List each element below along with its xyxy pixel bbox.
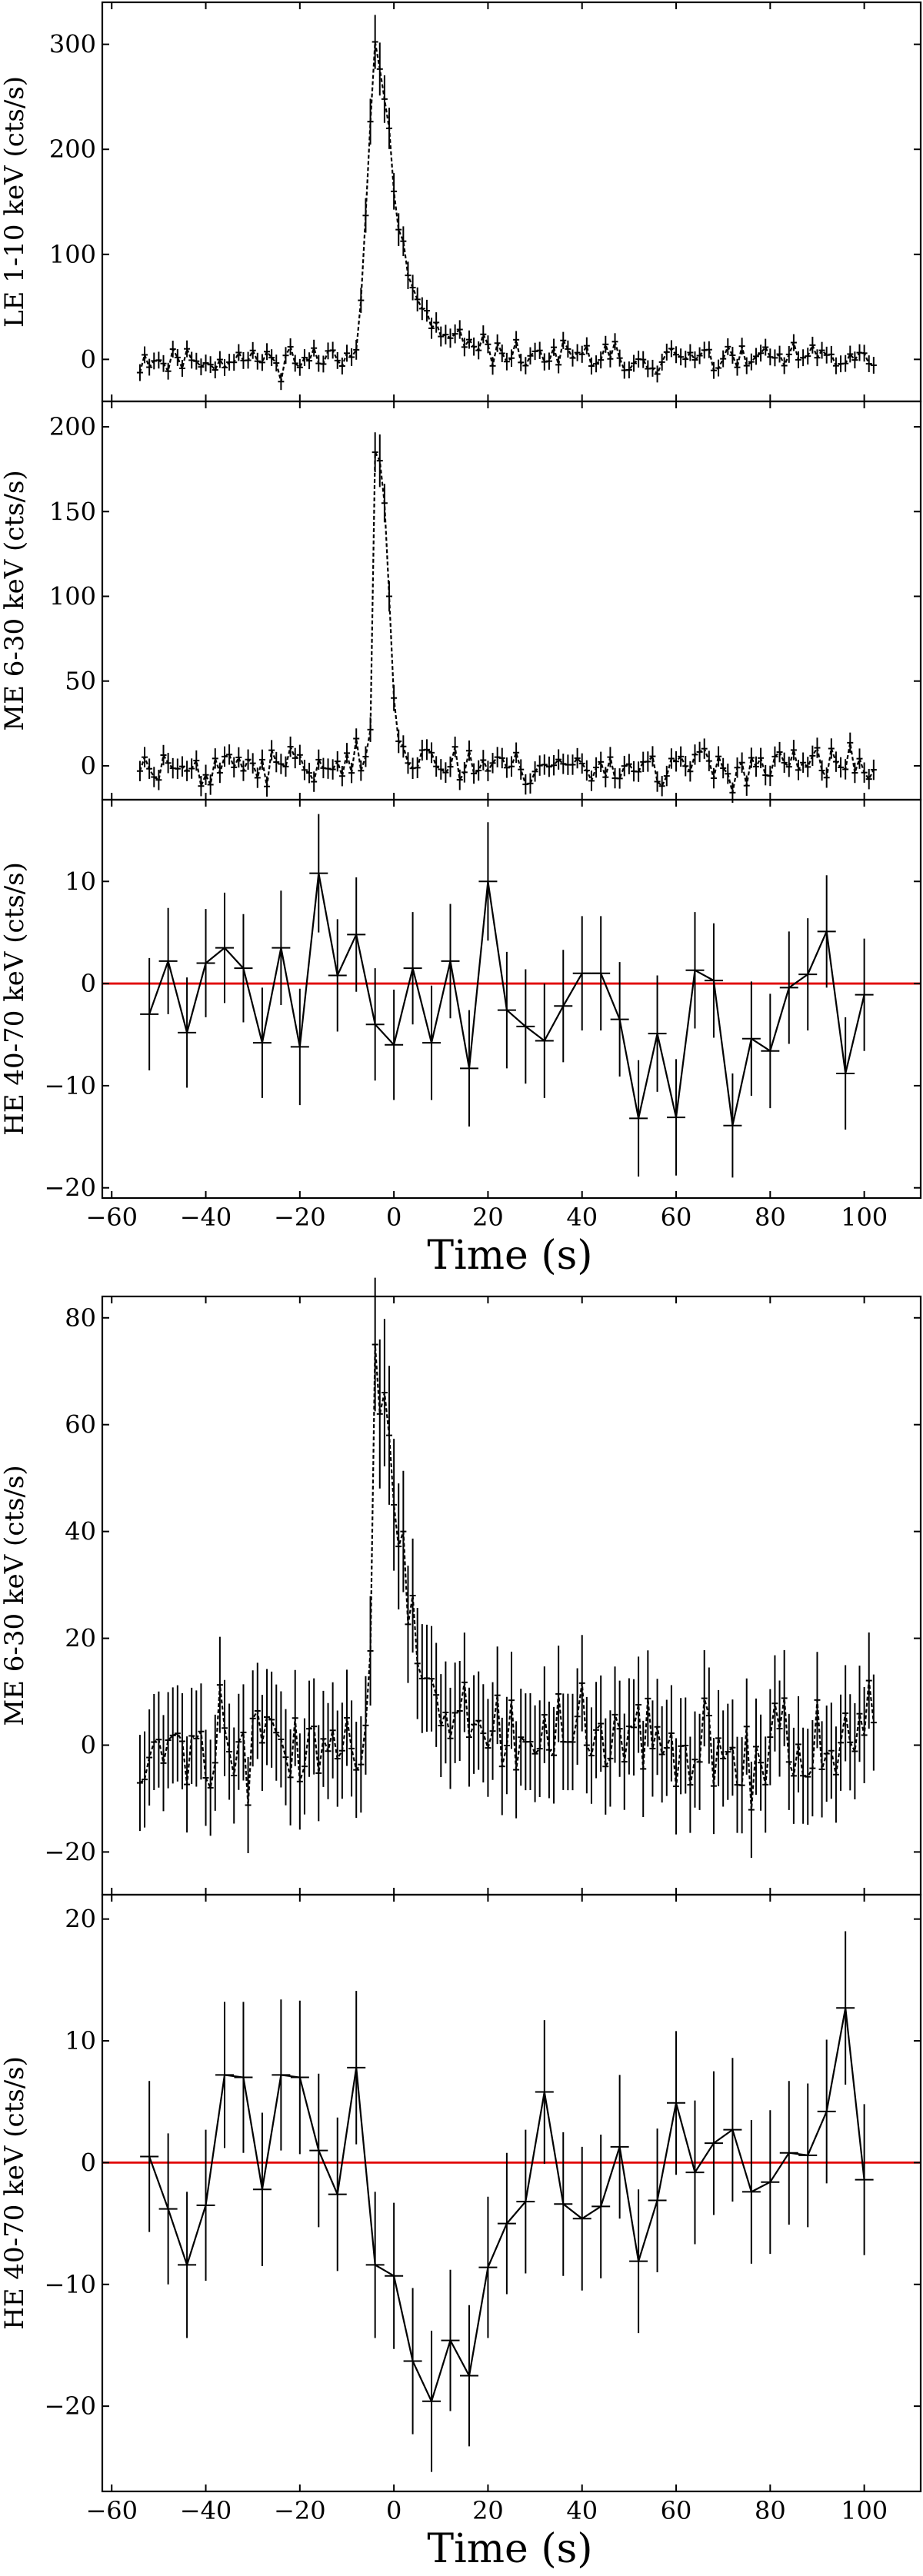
y-tick-label: −20 bbox=[44, 1173, 96, 1203]
y-tick-label: 0 bbox=[81, 751, 96, 780]
x-tick-label: 60 bbox=[661, 1203, 692, 1232]
y-tick-label: 0 bbox=[81, 2148, 96, 2177]
y-tick-label: 60 bbox=[65, 1410, 96, 1439]
y-tick-label: −10 bbox=[44, 2270, 96, 2299]
y-axis-label: LE 1-10 keV (cts/s) bbox=[0, 76, 30, 328]
x-tick-label: −40 bbox=[180, 1203, 232, 1232]
plot-frame bbox=[101, 798, 922, 1200]
x-tick-label: 100 bbox=[841, 1203, 888, 1232]
plot-frame bbox=[101, 1, 922, 403]
series-line-0 bbox=[138, 42, 875, 382]
panel-bottom_he: −60 −40 −20 0 20 40 60 80 100 −20 −10 0 10 20 HE 40-70… bbox=[0, 1893, 922, 2572]
panel-top_me: 0 50 100 150 200 ME 6-30 keV (cts/s) bbox=[0, 400, 922, 804]
x-tick-label: 0 bbox=[386, 1203, 402, 1232]
x-tick-label: −20 bbox=[274, 1203, 326, 1232]
y-tick-label: 20 bbox=[65, 1624, 96, 1653]
x-tick-label: −20 bbox=[274, 2496, 326, 2525]
plot-frame bbox=[101, 1893, 922, 2493]
y-axis-label: ME 6-30 keV (cts/s) bbox=[0, 470, 30, 731]
x-axis-label: Time (s) bbox=[427, 2526, 592, 2572]
panel-top_he: −60 −40 −20 0 20 40 60 80 100 −20 −10 0 10 HE 40-70 k… bbox=[0, 798, 922, 1279]
y-tick-label: 50 bbox=[65, 667, 96, 696]
y-tick-label: 0 bbox=[81, 969, 96, 998]
x-tick-label: 80 bbox=[755, 2496, 786, 2525]
y-axis-label: HE 40-70 keV (cts/s) bbox=[0, 862, 30, 1136]
panel-bottom_me: −20 0 20 40 60 80 ME 6-30 keV (cts/s) bbox=[0, 1277, 922, 1896]
y-tick-label: 200 bbox=[49, 412, 96, 441]
y-tick-label: 100 bbox=[49, 240, 96, 269]
x-tick-label: 60 bbox=[661, 2496, 692, 2525]
y-tick-label: 10 bbox=[65, 2026, 96, 2055]
x-tick-label: −60 bbox=[85, 1203, 138, 1232]
series-line-0 bbox=[138, 448, 875, 794]
x-tick-label: 100 bbox=[841, 2496, 888, 2525]
x-tick-label: 40 bbox=[566, 1203, 598, 1232]
y-axis-label: ME 6-30 keV (cts/s) bbox=[0, 1465, 30, 1726]
y-tick-label: −20 bbox=[44, 2391, 96, 2421]
y-tick-label: 10 bbox=[65, 867, 96, 896]
y-tick-label: 40 bbox=[65, 1517, 96, 1546]
x-tick-label: −60 bbox=[85, 2496, 138, 2525]
plot-frame bbox=[101, 1295, 922, 1896]
x-tick-label: 20 bbox=[472, 1203, 504, 1232]
y-tick-label: 300 bbox=[49, 30, 96, 59]
x-tick-label: −40 bbox=[180, 2496, 232, 2525]
x-tick-label: 40 bbox=[566, 2496, 598, 2525]
y-tick-label: 0 bbox=[81, 1731, 96, 1760]
plot-frame bbox=[101, 400, 922, 801]
panel-top_le: 0 100 200 300 LE 1-10 keV (cts/s) bbox=[0, 1, 922, 403]
y-tick-label: 0 bbox=[81, 344, 96, 374]
y-tick-label: 80 bbox=[65, 1303, 96, 1333]
y-tick-label: −20 bbox=[44, 1837, 96, 1866]
y-axis-label: HE 40-70 keV (cts/s) bbox=[0, 2056, 30, 2330]
x-axis-label: Time (s) bbox=[427, 1233, 592, 1279]
x-tick-label: 80 bbox=[755, 1203, 786, 1232]
y-tick-label: 20 bbox=[65, 1905, 96, 1934]
x-tick-label: 20 bbox=[472, 2496, 504, 2525]
y-tick-label: 200 bbox=[49, 135, 96, 164]
x-tick-label: 0 bbox=[386, 2496, 402, 2525]
y-tick-label: 100 bbox=[49, 581, 96, 611]
y-tick-label: 150 bbox=[49, 497, 96, 526]
y-tick-label: −10 bbox=[44, 1071, 96, 1100]
